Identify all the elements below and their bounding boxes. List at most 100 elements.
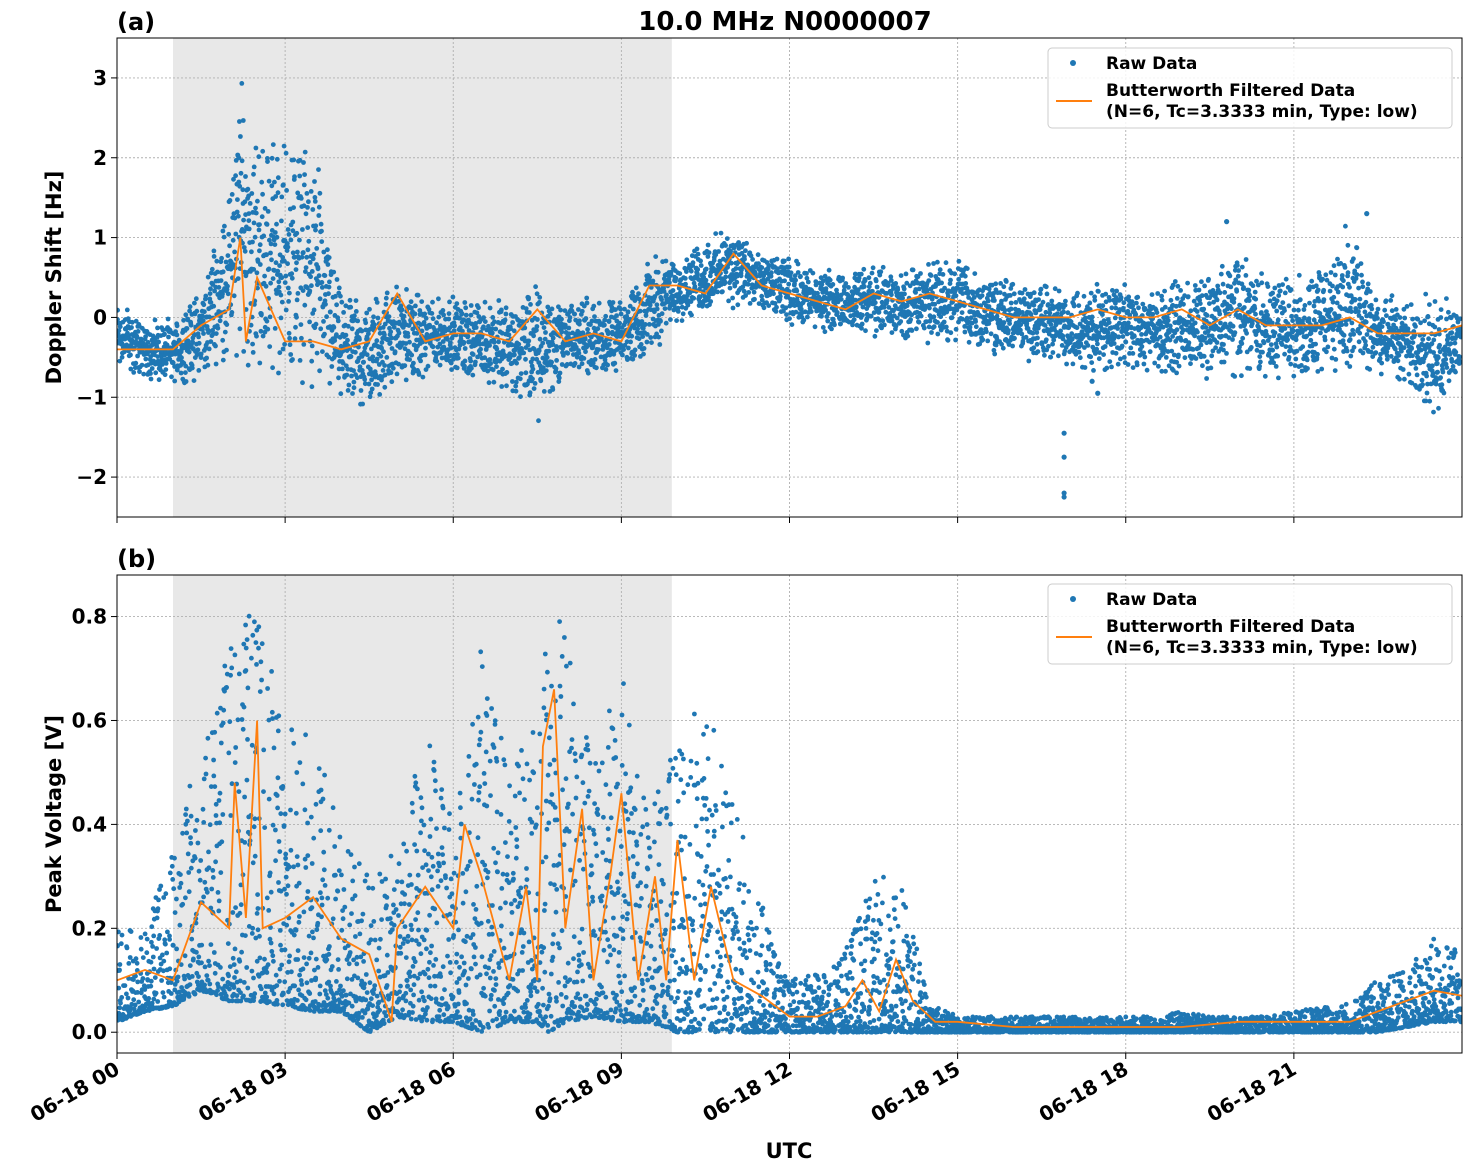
raw-data-point bbox=[1382, 307, 1388, 313]
raw-data-point bbox=[1259, 280, 1265, 286]
raw-data-point bbox=[275, 190, 281, 196]
raw-data-point bbox=[517, 376, 523, 382]
raw-data-point bbox=[860, 312, 865, 318]
raw-data-point bbox=[1293, 337, 1299, 343]
raw-data-point bbox=[637, 308, 643, 314]
raw-data-point bbox=[482, 299, 488, 305]
raw-data-point bbox=[954, 307, 960, 313]
raw-data-point bbox=[1030, 330, 1036, 336]
raw-data-point bbox=[208, 339, 214, 344]
raw-data-point bbox=[872, 300, 878, 306]
raw-data-point bbox=[301, 160, 306, 165]
raw-data-point bbox=[220, 357, 226, 363]
raw-data-point bbox=[1121, 355, 1127, 360]
raw-data-point bbox=[612, 340, 618, 345]
raw-data-point bbox=[874, 284, 880, 290]
raw-data-point bbox=[1134, 362, 1140, 368]
raw-data-point bbox=[267, 314, 273, 320]
raw-data-point bbox=[532, 381, 538, 386]
raw-data-point bbox=[556, 375, 562, 381]
raw-data-point bbox=[624, 314, 630, 319]
raw-data-point bbox=[1348, 309, 1354, 314]
raw-data-point bbox=[756, 301, 762, 306]
raw-data-point bbox=[1176, 320, 1182, 326]
raw-data-point bbox=[527, 390, 533, 396]
raw-data-point bbox=[1130, 365, 1136, 370]
raw-data-point bbox=[1235, 273, 1241, 279]
raw-data-point bbox=[909, 328, 915, 333]
raw-data-point bbox=[1310, 354, 1316, 359]
raw-data-point bbox=[572, 361, 578, 366]
raw-data-point bbox=[1373, 350, 1379, 355]
raw-data-point bbox=[756, 261, 761, 266]
raw-data-point bbox=[1008, 300, 1014, 306]
raw-data-point bbox=[953, 326, 959, 332]
raw-data-point bbox=[346, 382, 352, 388]
raw-data-point bbox=[402, 363, 408, 368]
raw-data-point bbox=[1062, 302, 1068, 308]
raw-data-point bbox=[1127, 351, 1132, 356]
raw-data-point bbox=[348, 304, 354, 310]
raw-data-point bbox=[313, 321, 319, 327]
raw-data-point bbox=[1389, 308, 1395, 314]
raw-data-point bbox=[267, 344, 273, 349]
raw-data-point bbox=[156, 377, 162, 383]
raw-data-point bbox=[276, 370, 281, 376]
raw-data-point bbox=[1124, 331, 1130, 337]
raw-data-point bbox=[290, 228, 296, 234]
raw-data-point bbox=[309, 384, 315, 390]
raw-data-point bbox=[1173, 312, 1179, 318]
raw-data-point bbox=[399, 307, 405, 313]
raw-data-point bbox=[561, 353, 566, 358]
raw-data-point bbox=[442, 347, 448, 352]
raw-data-point bbox=[251, 267, 257, 272]
raw-data-point bbox=[1107, 297, 1112, 303]
raw-data-point bbox=[1267, 298, 1273, 304]
raw-data-point bbox=[546, 348, 552, 354]
raw-data-point bbox=[246, 226, 252, 232]
raw-data-point bbox=[174, 323, 180, 329]
raw-data-point bbox=[1317, 273, 1322, 279]
raw-data-point bbox=[277, 263, 282, 268]
raw-data-point bbox=[218, 278, 224, 283]
raw-data-point bbox=[1180, 327, 1186, 333]
raw-data-point bbox=[526, 338, 532, 344]
raw-data-point bbox=[440, 339, 446, 344]
raw-data-point bbox=[1094, 281, 1100, 287]
raw-data-point bbox=[613, 307, 618, 312]
raw-data-point bbox=[1043, 309, 1049, 315]
raw-data-point bbox=[535, 370, 541, 375]
raw-data-point bbox=[268, 241, 274, 247]
raw-data-point bbox=[1330, 337, 1336, 343]
raw-data-point bbox=[1176, 352, 1181, 358]
raw-data-point bbox=[953, 293, 959, 299]
raw-data-point bbox=[318, 221, 324, 227]
raw-data-point bbox=[1233, 277, 1239, 283]
raw-data-point bbox=[1154, 310, 1160, 315]
raw-data-point bbox=[679, 304, 685, 310]
raw-data-point bbox=[1034, 330, 1040, 335]
raw-data-point bbox=[250, 239, 255, 245]
raw-data-point bbox=[1026, 358, 1032, 364]
raw-data-point bbox=[622, 342, 628, 348]
raw-data-point bbox=[1326, 314, 1332, 320]
raw-data-point bbox=[155, 354, 161, 359]
raw-data-point bbox=[662, 301, 667, 306]
raw-data-point bbox=[1051, 337, 1057, 343]
raw-data-point bbox=[843, 281, 849, 286]
raw-data-point bbox=[1008, 306, 1014, 312]
raw-data-point bbox=[489, 330, 495, 336]
raw-data-point bbox=[742, 256, 747, 262]
raw-data-point bbox=[535, 317, 540, 322]
raw-data-point bbox=[726, 298, 731, 304]
raw-data-point bbox=[1356, 285, 1361, 291]
raw-data-point bbox=[362, 377, 368, 382]
raw-data-point bbox=[283, 307, 289, 313]
raw-data-point bbox=[1076, 303, 1082, 308]
raw-data-point bbox=[282, 258, 287, 264]
raw-data-point bbox=[940, 272, 946, 277]
raw-data-point bbox=[745, 281, 751, 287]
raw-data-point bbox=[487, 305, 493, 311]
raw-data-point bbox=[1259, 310, 1264, 315]
raw-data-point bbox=[904, 280, 910, 286]
